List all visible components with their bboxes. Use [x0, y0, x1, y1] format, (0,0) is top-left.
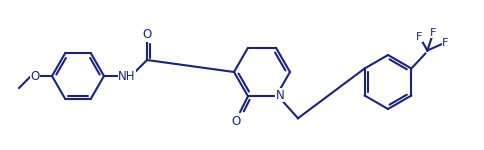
Text: F: F — [430, 27, 437, 38]
Text: O: O — [142, 28, 151, 42]
Text: O: O — [231, 115, 241, 128]
Text: O: O — [30, 69, 40, 82]
Text: F: F — [416, 32, 423, 42]
Text: N: N — [275, 89, 285, 102]
Text: NH: NH — [118, 69, 136, 82]
Text: F: F — [442, 38, 449, 48]
